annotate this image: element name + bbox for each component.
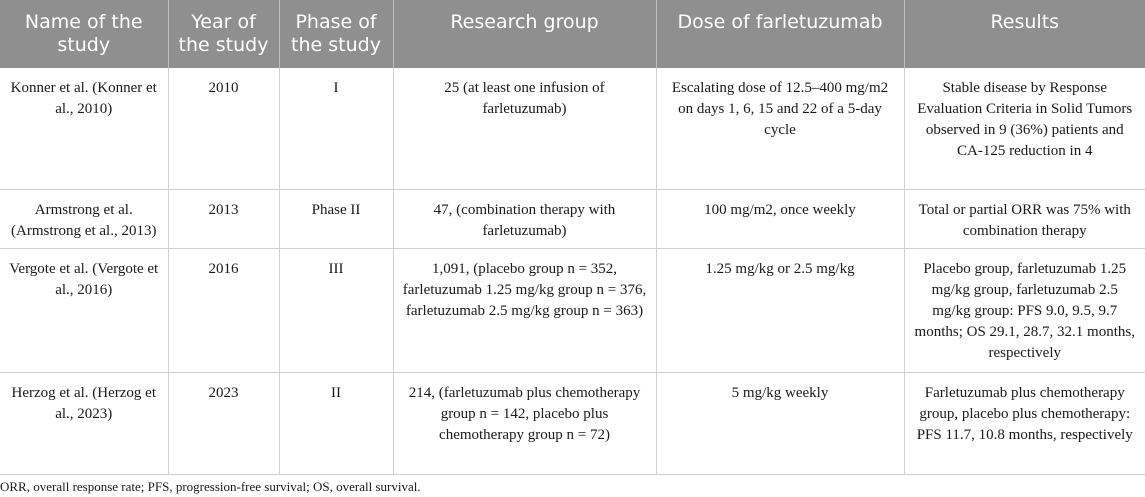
- cell-research-group: 1,091, (placebo group n = 352, farletuzu…: [393, 248, 657, 373]
- header-phase-of-study: Phase of the study: [279, 0, 394, 68]
- header-name-of-study: Name of the study: [0, 0, 169, 68]
- table-row: Vergote et al. (Vergote et al., 2016) 20…: [0, 248, 1145, 373]
- table-header: Name of the study Year of the study Phas…: [0, 0, 1145, 68]
- cell-study-name: Armstrong et al. (Armstrong et al., 2013…: [0, 189, 169, 249]
- cell-study-name: Konner et al. (Konner et al., 2010): [0, 68, 169, 190]
- cell-year: 2016: [168, 248, 280, 373]
- cell-dose: Escalating dose of 12.5–400 mg/m2 on day…: [656, 68, 905, 190]
- cell-results: Stable disease by Response Evaluation Cr…: [904, 68, 1145, 190]
- cell-research-group: 214, (farletuzumab plus chemotherapy gro…: [393, 372, 657, 475]
- cell-dose: 5 mg/kg weekly: [656, 372, 905, 475]
- table-body: Konner et al. (Konner et al., 2010) 2010…: [0, 68, 1145, 475]
- cell-phase: II: [279, 372, 394, 475]
- cell-study-name: Herzog et al. (Herzog et al., 2023): [0, 372, 169, 475]
- table-row: Konner et al. (Konner et al., 2010) 2010…: [0, 68, 1145, 190]
- cell-year: 2010: [168, 68, 280, 190]
- cell-year: 2013: [168, 189, 280, 249]
- farletuzumab-studies-table: Name of the study Year of the study Phas…: [0, 0, 1145, 475]
- table-footnote: ORR, overall response rate; PFS, progres…: [0, 479, 421, 494]
- cell-results: Total or partial ORR was 75% with combin…: [904, 189, 1145, 249]
- cell-research-group: 25 (at least one infusion of farletuzuma…: [393, 68, 657, 190]
- cell-year: 2023: [168, 372, 280, 475]
- cell-results: Farletuzumab plus chemotherapy group, pl…: [904, 372, 1145, 475]
- header-dose: Dose of farletuzumab: [656, 0, 905, 68]
- cell-study-name: Vergote et al. (Vergote et al., 2016): [0, 248, 169, 373]
- header-year-of-study: Year of the study: [168, 0, 280, 68]
- cell-phase: I: [279, 68, 394, 190]
- cell-dose: 100 mg/m2, once weekly: [656, 189, 905, 249]
- cell-research-group: 47, (combination therapy with farletuzum…: [393, 189, 657, 249]
- cell-phase: Phase II: [279, 189, 394, 249]
- cell-results: Placebo group, farletuzumab 1.25 mg/kg g…: [904, 248, 1145, 373]
- table-row: Armstrong et al. (Armstrong et al., 2013…: [0, 189, 1145, 249]
- header-row: Name of the study Year of the study Phas…: [0, 0, 1145, 68]
- cell-phase: III: [279, 248, 394, 373]
- header-research-group: Research group: [393, 0, 657, 68]
- cell-dose: 1.25 mg/kg or 2.5 mg/kg: [656, 248, 905, 373]
- table-row: Herzog et al. (Herzog et al., 2023) 2023…: [0, 372, 1145, 475]
- header-results: Results: [904, 0, 1145, 68]
